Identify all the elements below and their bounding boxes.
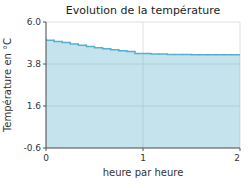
step-segment (119, 49, 127, 51)
step-fill (70, 44, 78, 148)
step-segment (232, 54, 240, 56)
step-segment (151, 53, 159, 55)
step-segment (46, 38, 54, 40)
step-segment (70, 43, 78, 44)
step-fill (159, 54, 167, 148)
y-axis-line (46, 22, 47, 148)
y-tick-label: 6.0 (27, 17, 42, 27)
step-segment (103, 47, 111, 49)
step-segment (224, 54, 232, 56)
step-fill (167, 54, 175, 148)
step-segment (111, 48, 119, 50)
step-fill (111, 50, 119, 148)
step-fill (216, 55, 224, 148)
step-segment (183, 54, 191, 56)
chart: -0.6 1.6 3.8 6.0 0 1 2 Evolution de la températ… (0, 0, 250, 188)
step-fill (175, 54, 183, 148)
x-tick-label: 2 (234, 153, 240, 163)
step-fill (135, 54, 143, 149)
area-fill (46, 40, 240, 148)
step-segment (62, 41, 70, 42)
step-fill (119, 51, 127, 148)
step-fill (46, 40, 54, 148)
y-tick-label: 1.6 (27, 101, 42, 111)
step-segment (78, 44, 86, 45)
step-fill (78, 45, 86, 148)
title: Evolution de la température (66, 4, 221, 17)
step-fill (200, 55, 208, 148)
step-fill (208, 55, 216, 148)
y-tick (43, 22, 46, 23)
x-axis-label: heure par heure (103, 167, 184, 178)
step-segment (95, 46, 103, 47)
step-segment (167, 53, 175, 55)
step-fill (183, 54, 191, 148)
y-tick (43, 64, 46, 65)
step-line (46, 39, 240, 55)
x-tick (143, 148, 144, 151)
step-fill (62, 43, 70, 148)
step-fill (151, 54, 159, 148)
y-tick (43, 106, 46, 107)
axes: -0.6 1.6 3.8 6.0 0 1 2 (23, 17, 240, 163)
x-tick (240, 148, 241, 151)
step-segment (192, 54, 200, 56)
step-segment (127, 50, 135, 52)
step-fill (54, 41, 62, 148)
plot-area (46, 39, 240, 148)
step-fill (103, 49, 111, 148)
step-fill (232, 55, 240, 148)
y-tick-label: -0.6 (23, 143, 41, 153)
x-tick-label: 1 (140, 153, 146, 163)
step-segment (135, 52, 143, 54)
grid (46, 22, 240, 148)
y-tick-label: 3.8 (27, 59, 42, 69)
step-segment (86, 45, 94, 46)
step-fill (143, 54, 151, 149)
x-tick (46, 148, 47, 151)
step-segment (175, 54, 183, 56)
grid-line (46, 22, 47, 148)
step-segment (143, 53, 151, 55)
x-tick-label: 0 (43, 153, 49, 163)
step-fill (95, 48, 103, 148)
step-fill (224, 55, 232, 148)
step-segment (54, 40, 62, 41)
y-axis-label: Température en °C (2, 38, 13, 133)
step-segment (159, 53, 167, 55)
step-segment (200, 54, 208, 56)
step-segment (216, 54, 224, 56)
step-fill (192, 55, 200, 148)
step-segment (208, 54, 216, 56)
step-fill (86, 46, 94, 148)
step-fill (127, 52, 135, 148)
